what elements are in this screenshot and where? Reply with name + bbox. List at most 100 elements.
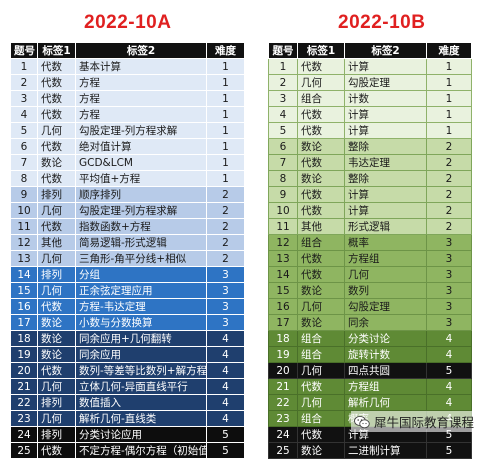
row-difficulty: 4 — [426, 394, 472, 411]
row-tag2: 方程组 — [344, 250, 427, 267]
row-tag2: 基本计算 — [75, 58, 207, 75]
row-tag1: 代数 — [37, 170, 76, 187]
row-number: 6 — [268, 138, 298, 155]
row-number: 24 — [10, 426, 38, 443]
row-number: 21 — [268, 378, 298, 395]
right-table: 题号 标签1 标签2 难度 1 代数 计算 1 2 几何 勾股定理 1 3 组合 计数 1 4 代数 计算 1… — [268, 42, 472, 459]
row-tag1: 几何 — [37, 378, 76, 395]
row-difficulty: 2 — [206, 250, 245, 267]
row-difficulty: 3 — [206, 314, 245, 331]
row-difficulty: 1 — [426, 90, 472, 107]
right-title: 2022-10B — [338, 12, 426, 33]
row-number: 17 — [268, 314, 298, 331]
table-row: 1 代数 基本计算 1 — [10, 58, 245, 75]
row-difficulty: 1 — [206, 122, 245, 139]
row-difficulty: 2 — [426, 186, 472, 203]
row-tag2: 四点共圆 — [344, 362, 427, 379]
table-row: 9 排列 顺序排列 2 — [10, 186, 245, 203]
row-number: 4 — [268, 106, 298, 123]
row-difficulty: 2 — [426, 154, 472, 171]
row-tag1: 代数 — [297, 58, 345, 75]
row-difficulty: 4 — [206, 330, 245, 347]
row-difficulty: 4 — [206, 410, 245, 427]
row-tag1: 几何 — [297, 74, 345, 91]
row-difficulty: 4 — [426, 330, 472, 347]
row-tag2: 立体几何-异面直线平行 — [75, 378, 207, 395]
row-number: 13 — [268, 250, 298, 267]
table-row: 17 数论 小数与分数换算 3 — [10, 314, 245, 331]
row-tag2: 正余弦定理应用 — [75, 282, 207, 299]
table-row: 3 组合 计数 1 — [268, 90, 472, 107]
row-number: 12 — [268, 234, 298, 251]
row-tag1: 代数 — [297, 250, 345, 267]
row-number: 3 — [268, 90, 298, 107]
row-difficulty: 2 — [206, 234, 245, 251]
row-tag2: 小数与分数换算 — [75, 314, 207, 331]
row-number: 19 — [10, 346, 38, 363]
row-tag2: 整除 — [344, 138, 427, 155]
row-number: 18 — [268, 330, 298, 347]
row-number: 10 — [268, 202, 298, 219]
row-tag2: 计算 — [344, 202, 427, 219]
row-difficulty: 3 — [426, 234, 472, 251]
row-tag2: 平均值+方程 — [75, 170, 207, 187]
row-tag1: 数论 — [37, 314, 76, 331]
row-number: 25 — [10, 442, 38, 459]
row-number: 10 — [10, 202, 38, 219]
row-tag1: 代数 — [297, 378, 345, 395]
table-row: 2 代数 方程 1 — [10, 74, 245, 91]
table-row: 15 数论 数列 3 — [268, 282, 472, 299]
row-tag1: 数论 — [297, 170, 345, 187]
row-number: 1 — [10, 58, 38, 75]
row-number: 1 — [268, 58, 298, 75]
header-tag2: 标签2 — [75, 42, 207, 59]
row-difficulty: 1 — [206, 58, 245, 75]
row-difficulty: 2 — [426, 138, 472, 155]
row-tag2: 顺序排列 — [75, 186, 207, 203]
table-row: 5 几何 勾股定理-列方程求解 1 — [10, 122, 245, 139]
row-tag2: 不定方程-偶尔方程（初始值） — [75, 442, 207, 459]
row-difficulty: 1 — [426, 122, 472, 139]
table-row: 6 代数 绝对值计算 1 — [10, 138, 245, 155]
row-tag1: 数论 — [37, 330, 76, 347]
table-row: 24 排列 分类讨论应用 5 — [10, 426, 245, 443]
row-tag2: 绝对值计算 — [75, 138, 207, 155]
row-tag2: 数列 — [344, 282, 427, 299]
row-tag2: 分组 — [75, 266, 207, 283]
row-tag1: 代数 — [37, 362, 76, 379]
table-row: 19 数论 同余应用 4 — [10, 346, 245, 363]
row-number: 25 — [268, 442, 298, 459]
row-tag1: 组合 — [297, 346, 345, 363]
table-row: 16 几何 勾股定理 3 — [268, 298, 472, 315]
row-tag2: 勾股定理-列方程求解 — [75, 122, 207, 139]
table-row: 18 组合 分类讨论 4 — [268, 330, 472, 347]
row-tag2: 同余应用+几何翻转 — [75, 330, 207, 347]
row-tag1: 排列 — [37, 266, 76, 283]
row-tag2: 整除 — [344, 170, 427, 187]
row-tag2: 数列-等差等比数列+解方程组 — [75, 362, 207, 379]
row-difficulty: 3 — [206, 266, 245, 283]
row-difficulty: 1 — [206, 74, 245, 91]
row-tag2: 方程 — [75, 106, 207, 123]
row-difficulty: 3 — [426, 282, 472, 299]
header-no: 题号 — [268, 42, 298, 59]
row-number: 18 — [10, 330, 38, 347]
wechat-icon — [354, 415, 370, 428]
row-number: 9 — [10, 186, 38, 203]
row-tag1: 代数 — [37, 106, 76, 123]
row-number: 11 — [268, 218, 298, 235]
row-tag2: 数值插入 — [75, 394, 207, 411]
row-difficulty: 5 — [426, 362, 472, 379]
table-row: 13 几何 三角形-角平分线+相似 2 — [10, 250, 245, 267]
row-difficulty: 4 — [206, 346, 245, 363]
row-difficulty: 1 — [206, 90, 245, 107]
row-tag1: 数论 — [297, 442, 345, 459]
row-number: 21 — [10, 378, 38, 395]
row-tag2: 计算 — [344, 106, 427, 123]
row-tag1: 数论 — [37, 154, 76, 171]
row-tag2: 计算 — [344, 186, 427, 203]
row-difficulty: 3 — [426, 250, 472, 267]
table-row: 20 代数 数列-等差等比数列+解方程组 4 — [10, 362, 245, 379]
row-number: 15 — [10, 282, 38, 299]
row-number: 8 — [10, 170, 38, 187]
